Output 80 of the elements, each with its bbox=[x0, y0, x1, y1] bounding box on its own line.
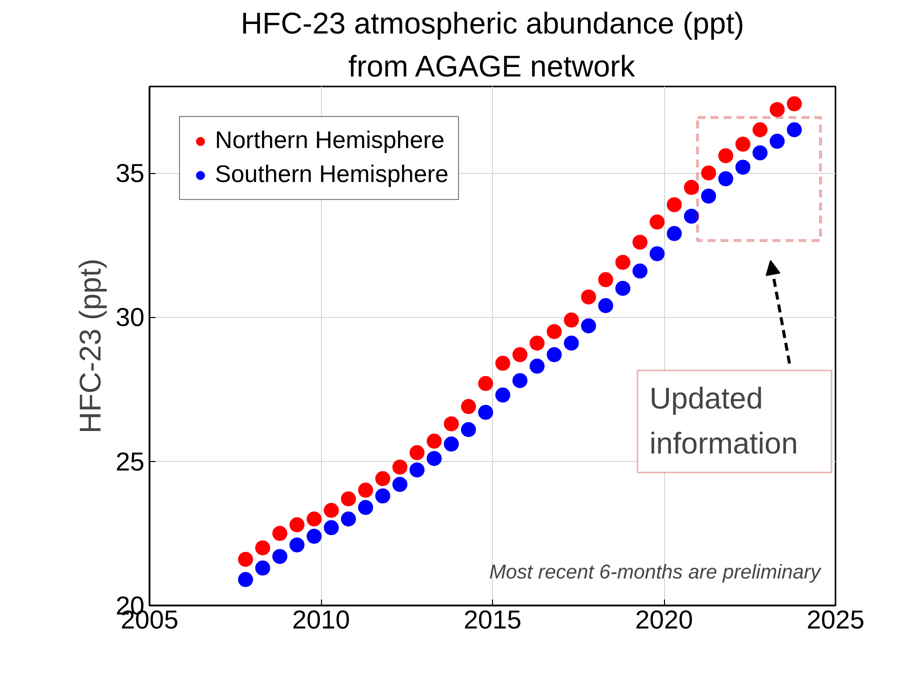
point bbox=[615, 254, 630, 270]
point bbox=[426, 434, 442, 449]
point bbox=[478, 376, 494, 391]
point bbox=[786, 122, 802, 138]
point bbox=[684, 208, 699, 224]
point bbox=[666, 226, 682, 242]
point bbox=[650, 214, 665, 230]
point bbox=[684, 180, 699, 195]
point bbox=[770, 102, 785, 118]
point bbox=[735, 160, 750, 175]
point bbox=[460, 399, 476, 414]
point bbox=[410, 462, 425, 478]
legend-label: Northern Hemisphere bbox=[215, 127, 444, 155]
point bbox=[632, 234, 648, 250]
point bbox=[770, 134, 785, 149]
point bbox=[255, 540, 270, 556]
point bbox=[564, 336, 579, 351]
point bbox=[530, 336, 545, 351]
chart-subtitle: from AGAGE network bbox=[348, 50, 636, 84]
annotation: Most recent 6-months are preliminary bbox=[489, 562, 822, 584]
point bbox=[478, 404, 494, 420]
point bbox=[546, 324, 562, 340]
point bbox=[650, 246, 665, 262]
point bbox=[666, 197, 682, 212]
point bbox=[392, 460, 408, 475]
point bbox=[306, 528, 322, 544]
point bbox=[752, 145, 768, 160]
point bbox=[306, 512, 322, 526]
point bbox=[460, 422, 476, 438]
x-tick-label: 2015 bbox=[464, 604, 522, 634]
x-tick-label: 2020 bbox=[635, 604, 693, 634]
point bbox=[512, 373, 528, 388]
point bbox=[718, 148, 734, 164]
point bbox=[632, 264, 648, 279]
point bbox=[701, 166, 716, 180]
legend-label: Southern Hemisphere bbox=[215, 161, 448, 189]
point bbox=[358, 482, 374, 498]
point bbox=[581, 318, 596, 334]
point bbox=[289, 537, 304, 552]
point bbox=[238, 572, 254, 588]
point bbox=[272, 526, 288, 541]
point bbox=[530, 358, 545, 374]
point bbox=[701, 188, 716, 204]
y-axis-title: HFC-23 (ppt) bbox=[74, 258, 108, 434]
point bbox=[375, 471, 390, 486]
y-tick-label: 35 bbox=[116, 158, 144, 188]
point bbox=[410, 445, 425, 460]
point bbox=[340, 491, 356, 506]
chart-title: HFC-23 atmospheric abundance (ppt) bbox=[240, 8, 744, 40]
point bbox=[340, 512, 356, 526]
point bbox=[564, 312, 579, 328]
point bbox=[598, 272, 614, 288]
point bbox=[495, 356, 510, 371]
point bbox=[512, 347, 528, 362]
point bbox=[324, 520, 339, 536]
point bbox=[272, 548, 288, 564]
point bbox=[735, 136, 750, 152]
point bbox=[238, 552, 254, 567]
point bbox=[786, 96, 802, 112]
point bbox=[426, 450, 442, 466]
point bbox=[444, 416, 459, 432]
y-tick-label: 25 bbox=[116, 446, 144, 476]
point bbox=[255, 560, 270, 576]
point bbox=[444, 436, 459, 452]
y-tick-label: 30 bbox=[116, 302, 144, 332]
point bbox=[495, 388, 510, 403]
point bbox=[581, 289, 596, 304]
point bbox=[718, 171, 734, 186]
point bbox=[375, 488, 390, 504]
point bbox=[752, 122, 768, 138]
x-tick-label: 2010 bbox=[292, 604, 350, 634]
point bbox=[289, 517, 304, 532]
point bbox=[358, 500, 374, 515]
point bbox=[598, 298, 614, 314]
x-tick-label: 2025 bbox=[806, 604, 864, 634]
annotation: Updated information bbox=[650, 382, 798, 460]
point bbox=[392, 476, 408, 492]
point bbox=[615, 280, 630, 296]
point bbox=[546, 347, 562, 362]
point bbox=[324, 502, 339, 518]
